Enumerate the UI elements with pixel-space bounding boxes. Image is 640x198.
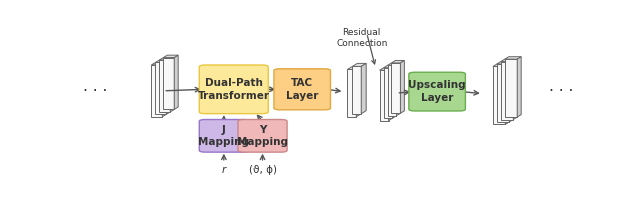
Polygon shape xyxy=(348,67,361,69)
Text: TAC
Layer: TAC Layer xyxy=(286,78,318,101)
Bar xyxy=(501,62,513,120)
Text: (ϑ, ϕ): (ϑ, ϕ) xyxy=(248,165,276,175)
Text: Dual-Path
Transformer: Dual-Path Transformer xyxy=(198,78,270,101)
FancyBboxPatch shape xyxy=(199,65,268,114)
Polygon shape xyxy=(163,63,166,117)
Text: Upscaling
Layer: Upscaling Layer xyxy=(408,80,466,103)
Polygon shape xyxy=(392,61,404,63)
Polygon shape xyxy=(388,63,401,65)
Bar xyxy=(352,67,361,114)
Text: · · ·: · · · xyxy=(83,84,107,99)
Polygon shape xyxy=(501,59,517,62)
Polygon shape xyxy=(163,55,178,58)
FancyBboxPatch shape xyxy=(409,72,465,111)
Bar xyxy=(388,65,396,116)
FancyBboxPatch shape xyxy=(238,120,287,152)
Polygon shape xyxy=(493,64,509,67)
Bar xyxy=(152,65,163,117)
Polygon shape xyxy=(505,57,521,59)
Polygon shape xyxy=(513,59,517,120)
Polygon shape xyxy=(174,55,178,109)
Polygon shape xyxy=(356,67,361,117)
Bar xyxy=(159,60,170,112)
FancyBboxPatch shape xyxy=(199,120,248,152)
Polygon shape xyxy=(392,65,396,118)
Polygon shape xyxy=(156,60,170,63)
Polygon shape xyxy=(517,57,521,117)
Text: r: r xyxy=(221,165,226,175)
Polygon shape xyxy=(159,58,174,60)
Polygon shape xyxy=(509,62,513,122)
Polygon shape xyxy=(152,63,166,65)
Text: Residual
Connection: Residual Connection xyxy=(336,28,387,48)
Text: · · ·: · · · xyxy=(549,84,573,99)
Polygon shape xyxy=(361,63,366,114)
Polygon shape xyxy=(170,58,174,112)
Bar xyxy=(156,63,166,114)
Bar xyxy=(163,58,174,109)
Polygon shape xyxy=(380,68,392,70)
Polygon shape xyxy=(506,64,509,124)
Polygon shape xyxy=(166,60,170,114)
Polygon shape xyxy=(352,63,366,67)
Polygon shape xyxy=(497,62,513,64)
Bar xyxy=(505,59,517,117)
Text: Y
Mapping: Y Mapping xyxy=(237,125,288,147)
Text: J
Mapping: J Mapping xyxy=(198,125,250,147)
Bar xyxy=(348,69,356,117)
FancyBboxPatch shape xyxy=(274,69,330,110)
Bar xyxy=(497,64,509,122)
Polygon shape xyxy=(388,68,392,121)
Polygon shape xyxy=(396,63,401,116)
Polygon shape xyxy=(383,65,396,68)
Bar xyxy=(380,70,388,121)
Bar xyxy=(383,68,392,118)
Polygon shape xyxy=(401,61,404,113)
Bar xyxy=(392,63,401,113)
Bar xyxy=(493,67,506,124)
